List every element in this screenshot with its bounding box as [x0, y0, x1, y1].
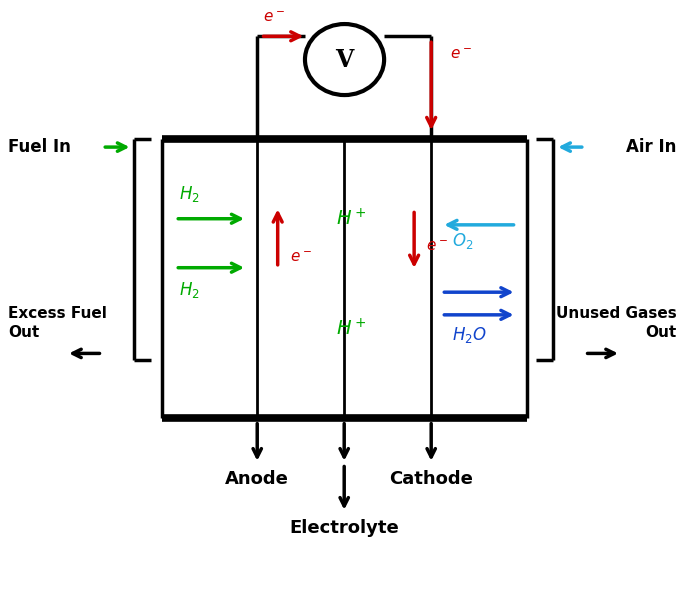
Text: $H^+$: $H^+$: [336, 208, 366, 229]
Text: Cathode: Cathode: [389, 470, 473, 488]
Text: V: V: [336, 47, 353, 71]
Text: Unused Gases
Out: Unused Gases Out: [556, 306, 677, 339]
Text: $e^-$: $e^-$: [426, 239, 448, 254]
Text: $O_2$: $O_2$: [451, 231, 473, 252]
Text: Excess Fuel
Out: Excess Fuel Out: [8, 306, 107, 339]
Text: Fuel In: Fuel In: [8, 138, 71, 156]
Text: $e^-$: $e^-$: [263, 10, 285, 25]
Text: Air In: Air In: [626, 138, 677, 156]
Text: Anode: Anode: [225, 470, 289, 488]
Text: $H_2O$: $H_2O$: [451, 325, 486, 345]
Text: $H_2$: $H_2$: [179, 280, 199, 300]
Text: $H_2$: $H_2$: [179, 184, 199, 204]
Circle shape: [305, 24, 384, 95]
Text: Electrolyte: Electrolyte: [289, 518, 399, 537]
Text: $H^+$: $H^+$: [336, 319, 366, 339]
Text: $e^-$: $e^-$: [450, 47, 472, 62]
Text: $e^-$: $e^-$: [290, 250, 312, 265]
